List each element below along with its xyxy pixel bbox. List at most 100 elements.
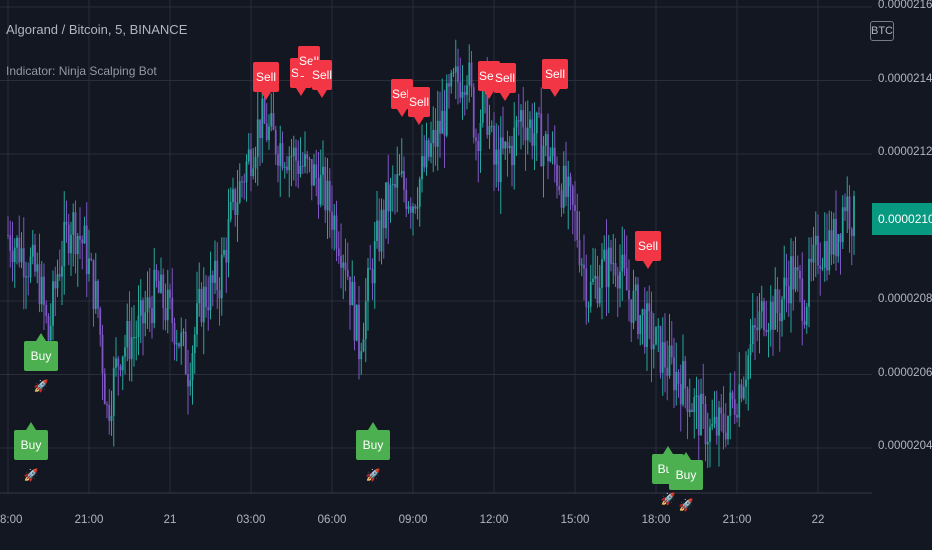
candle-body: [175, 343, 178, 345]
candle-body: [259, 119, 261, 139]
sell-signal-label[interactable]: Sell: [253, 62, 279, 100]
candle-body: [130, 337, 133, 360]
candle-body: [592, 278, 594, 282]
candle-body: [243, 181, 246, 183]
candle-body: [560, 190, 563, 208]
candle-body: [306, 154, 309, 159]
sell-signal-label[interactable]: Sell: [542, 59, 568, 97]
candle-body: [360, 351, 363, 360]
candle-body: [351, 282, 354, 306]
candle-body: [164, 308, 167, 321]
candle-body: [155, 269, 158, 281]
candle-body: [169, 289, 171, 298]
candle-body: [756, 327, 759, 331]
candle-body: [49, 325, 52, 341]
candle-body: [513, 127, 516, 166]
buy-signal-label[interactable]: Buy🚀: [24, 333, 58, 393]
candle-body: [187, 374, 189, 387]
buy-signal-label[interactable]: Buy🚀: [669, 452, 703, 512]
candle-body: [454, 66, 457, 73]
sell-signal-label[interactable]: Sell: [635, 231, 661, 269]
x-tick-label: 21: [163, 514, 177, 526]
candle-body: [389, 184, 392, 212]
indicator-label[interactable]: Indicator: Ninja Scalping Bot: [6, 64, 157, 78]
candle-body: [85, 225, 88, 275]
candle-body: [711, 423, 714, 427]
candle-body: [808, 258, 810, 307]
candle-body: [234, 189, 237, 215]
candle-body: [313, 164, 315, 186]
candle-body: [421, 156, 423, 180]
candle-body: [184, 331, 187, 375]
candle-body: [322, 166, 324, 175]
candle-body: [670, 345, 673, 358]
candle-body: [180, 332, 183, 347]
candle-body: [497, 149, 500, 183]
candle-body: [70, 234, 72, 254]
candle-body: [605, 249, 608, 288]
candle-body: [151, 308, 153, 324]
candle-body: [166, 289, 169, 321]
candle-body: [457, 66, 459, 82]
candle-body: [729, 392, 732, 416]
buy-signal-label[interactable]: Buy🚀: [14, 422, 48, 482]
sell-signal-label[interactable]: Sell: [312, 60, 332, 98]
candle-body: [290, 156, 293, 158]
candle-body: [551, 147, 554, 157]
candle-body: [146, 297, 149, 313]
buy-signal-label[interactable]: Buy🚀: [652, 446, 684, 506]
buy-signal-label[interactable]: Buy🚀: [356, 422, 390, 482]
candle-body: [661, 342, 664, 373]
candle-body: [443, 110, 446, 136]
candle-body: [367, 268, 369, 302]
candle-body: [598, 287, 601, 304]
candle-body: [67, 224, 70, 254]
candle-body: [387, 182, 390, 212]
candle-body: [686, 388, 689, 412]
currency-badge[interactable]: BTC: [870, 21, 894, 41]
candle-body: [427, 140, 430, 157]
candle-body: [279, 143, 282, 166]
candle-body: [621, 254, 624, 272]
candle-body: [283, 166, 286, 168]
candle-body: [333, 215, 336, 230]
candle-body: [738, 384, 741, 418]
candle-body: [614, 263, 617, 276]
candle-body: [826, 241, 828, 271]
candle-body: [646, 303, 648, 347]
sell-signal-label[interactable]: Sell: [494, 63, 516, 101]
sell-signal-label[interactable]: Sell: [391, 79, 413, 117]
candle-body: [799, 270, 801, 279]
candle-body: [430, 143, 432, 157]
candle-body: [304, 154, 306, 167]
candle-body: [202, 286, 205, 323]
candle-body: [529, 119, 531, 128]
candle-body: [128, 320, 131, 360]
candle-body: [61, 266, 63, 277]
candle-body: [542, 145, 545, 167]
candle-body: [342, 262, 345, 268]
candle-body: [436, 120, 439, 147]
candle-body: [394, 183, 396, 188]
candle-body: [630, 299, 633, 323]
candle-body: [657, 326, 660, 328]
candle-body: [414, 206, 417, 209]
candle-body: [380, 209, 383, 252]
candle-body: [565, 165, 567, 197]
candle-body: [191, 353, 194, 381]
x-tick-label: 21:00: [722, 514, 752, 526]
symbol-title[interactable]: Algorand / Bitcoin, 5, BINANCE: [6, 22, 188, 37]
x-tick-label: 22: [811, 514, 825, 526]
candle-body: [502, 137, 504, 149]
candle-body: [848, 196, 851, 230]
candle-body: [691, 409, 693, 412]
candle-body: [409, 206, 412, 213]
sell-signal-label[interactable]: Sell: [408, 87, 430, 125]
candle-body: [531, 119, 534, 146]
candle-body: [479, 122, 482, 152]
candle-body: [198, 289, 201, 304]
candle-body: [214, 260, 216, 283]
candle-body: [58, 274, 61, 277]
